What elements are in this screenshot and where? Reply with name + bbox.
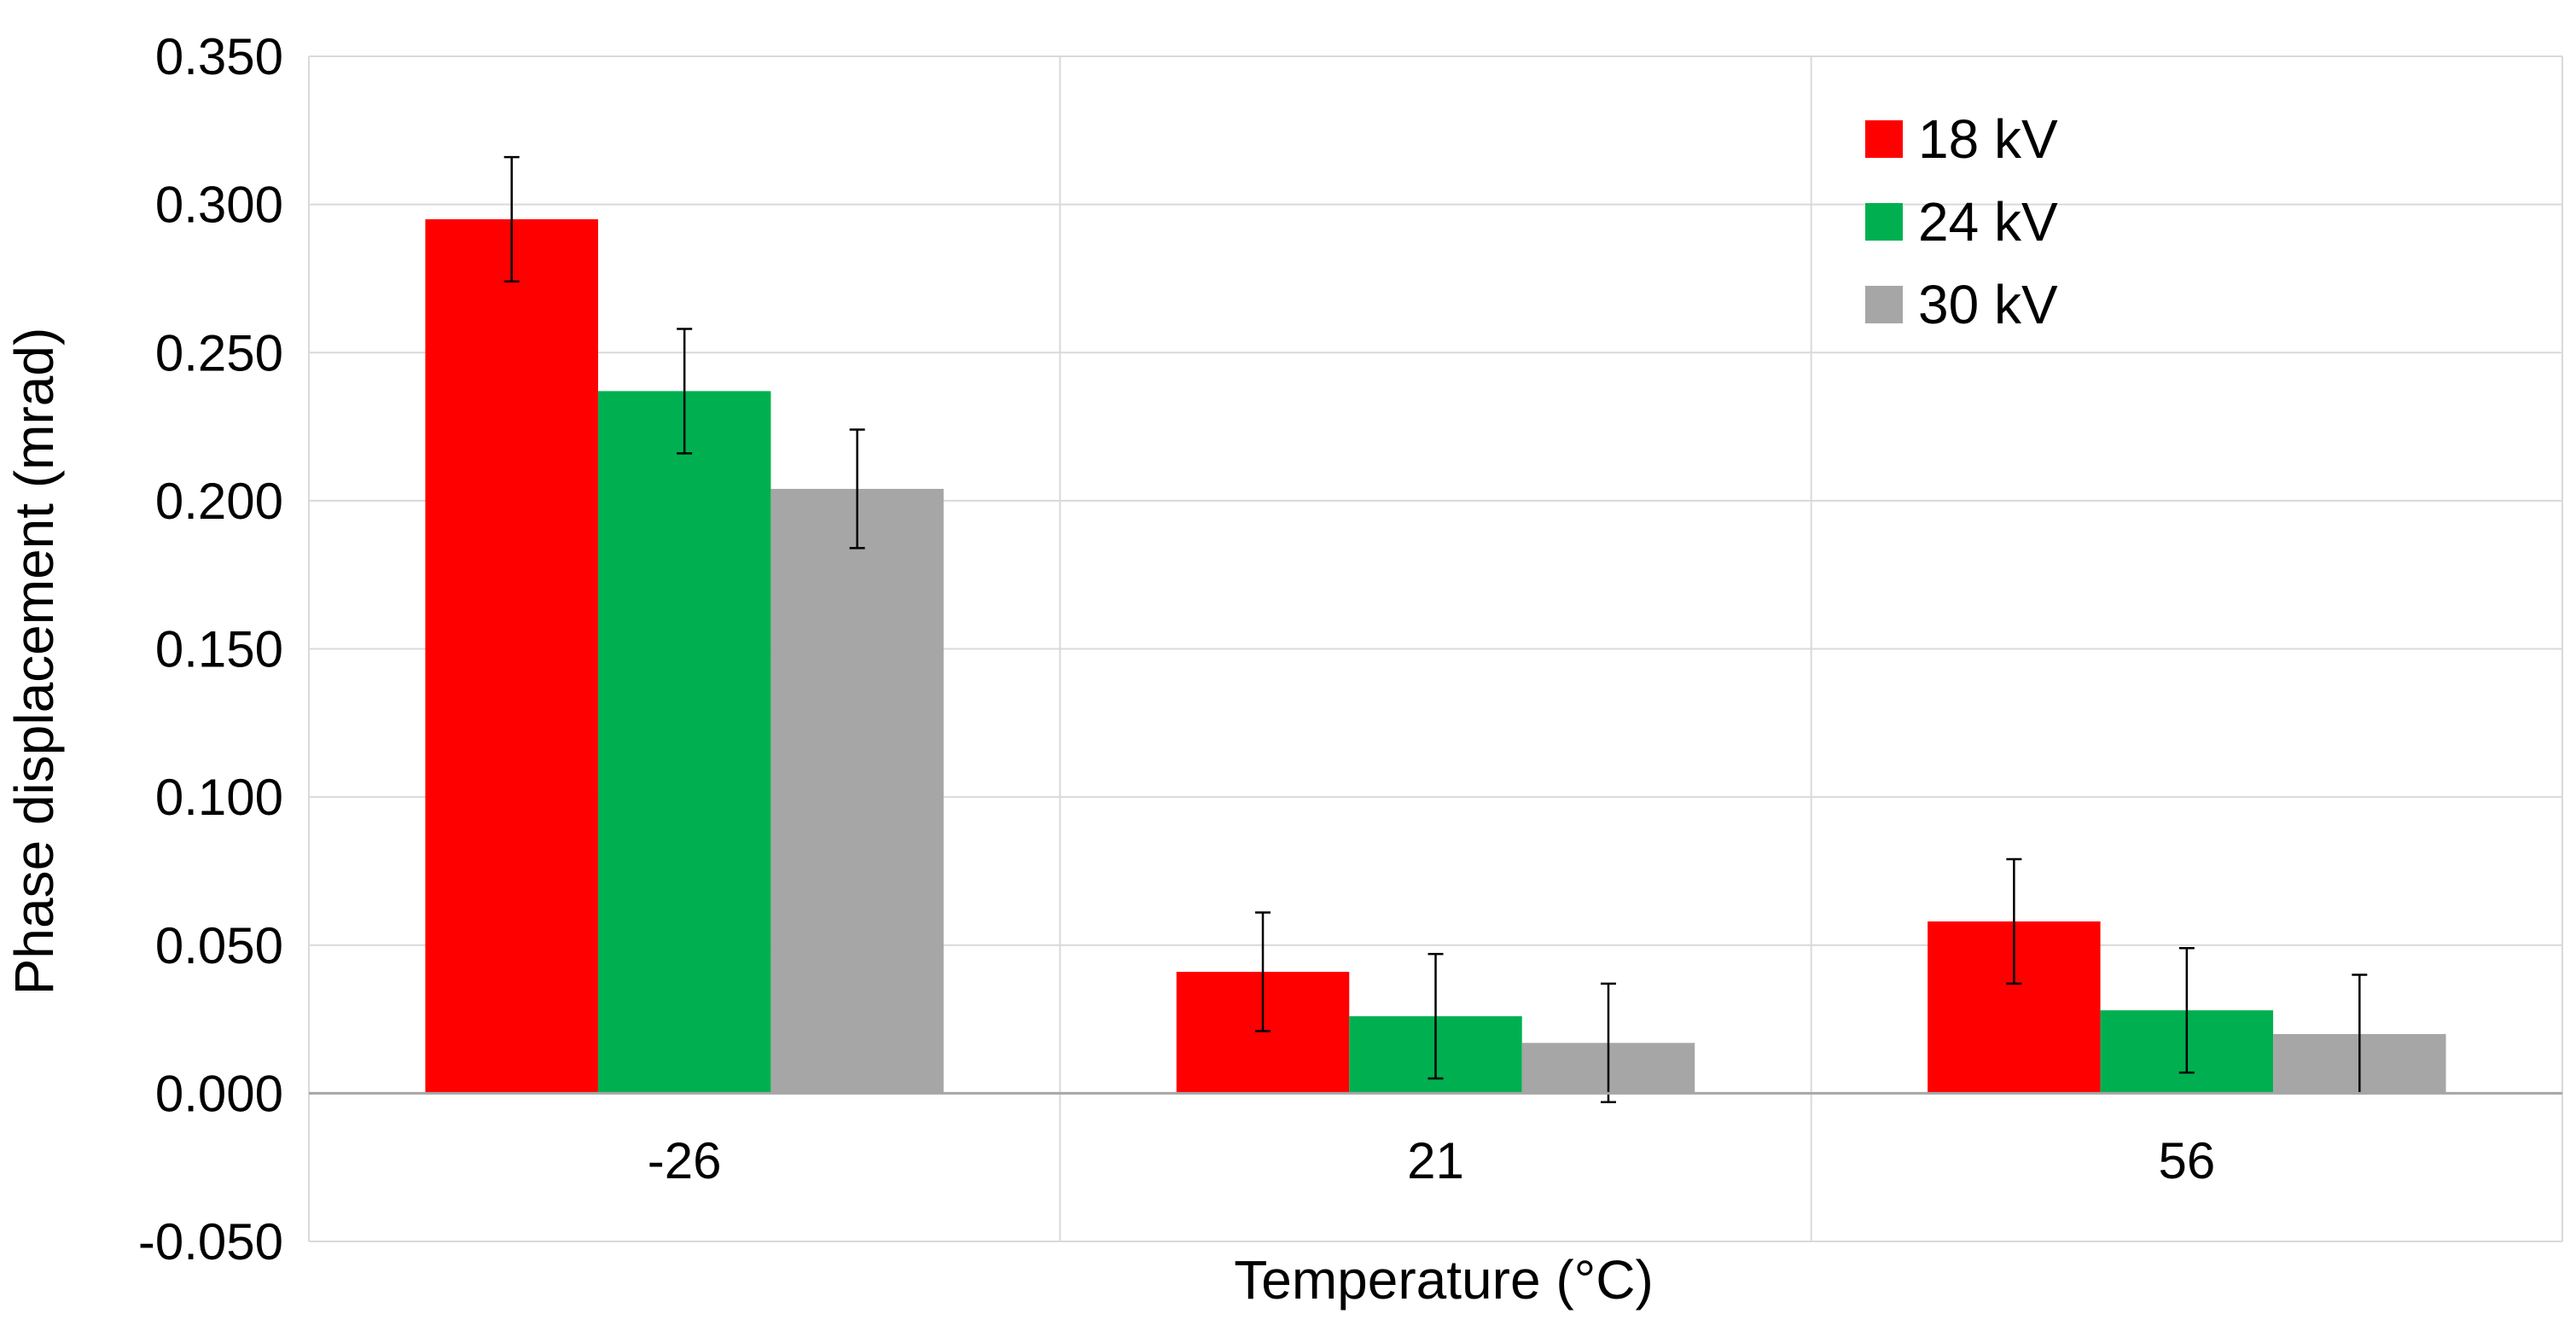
y-tick-labels: -0.050 0.000 0.050 0.100 0.150 0.200 0.250 0.30… (138, 28, 283, 1270)
y-tick-label: 0.350 (155, 28, 283, 85)
y-tick-label: -0.050 (138, 1213, 283, 1270)
x-tick-label: 21 (1407, 1132, 1464, 1189)
legend-label: 24 kV (1918, 191, 2058, 253)
error-bars (503, 155, 2368, 1104)
legend-label: 30 kV (1918, 274, 2058, 335)
x-tick-label: 56 (2158, 1132, 2215, 1189)
bar (597, 391, 771, 1094)
bar (425, 218, 598, 1094)
legend-swatch (1865, 120, 1903, 158)
x-axis-title: Temperature (°C) (1234, 1249, 1654, 1311)
y-tick-label: 0.300 (155, 177, 283, 234)
legend-swatch (1865, 203, 1903, 241)
y-tick-label: 0.050 (155, 917, 283, 974)
legend-label: 18 kV (1918, 108, 2058, 170)
y-tick-label: 0.150 (155, 621, 283, 678)
x-tick-label: -26 (648, 1132, 722, 1189)
bar (770, 488, 944, 1094)
y-tick-label: 0.250 (155, 324, 283, 381)
y-tick-label: 0.200 (155, 473, 283, 530)
y-tick-label: 0.000 (155, 1065, 283, 1122)
y-axis-title: Phase displacement (mrad) (3, 328, 65, 996)
legend-swatch (1865, 286, 1903, 323)
y-tick-label: 0.100 (155, 769, 283, 826)
legend: 18 kV 24 kV 30 kV (1865, 108, 2058, 335)
x-tick-labels: -26 21 56 (648, 1132, 2215, 1189)
